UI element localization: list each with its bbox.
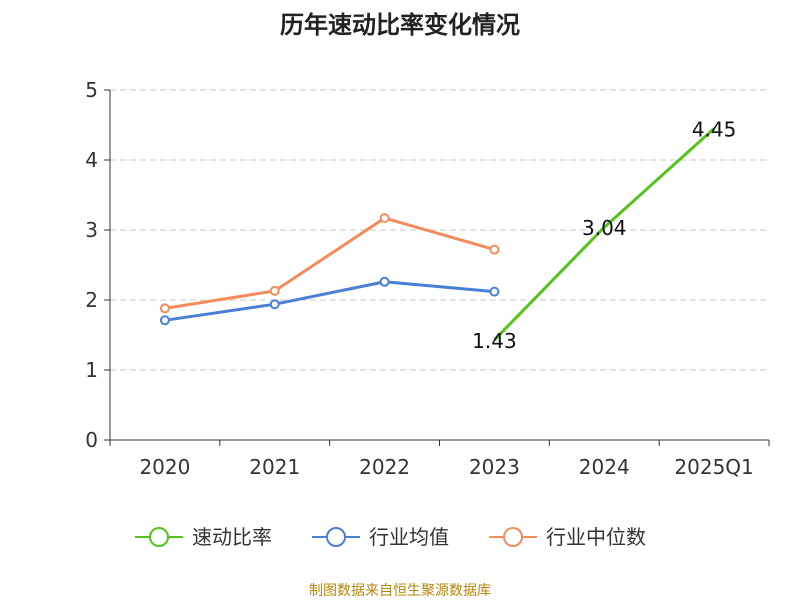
x-tick-label-2025Q1: 2025Q1: [674, 455, 753, 479]
y-tick-label-3: 3: [85, 218, 98, 242]
legend-label-1: 行业均值: [369, 525, 449, 549]
x-tick-label-2024: 2024: [579, 455, 630, 479]
data-point-2-2020[interactable]: [159, 303, 170, 314]
data-point-1-2022[interactable]: [379, 276, 390, 287]
x-tick-label-2023: 2023: [469, 455, 520, 479]
x-tick-label-2022: 2022: [359, 455, 410, 479]
axes: 0 1 2 3 4 5 2020 2021 2022 2023 2024 2025Q1: [85, 78, 770, 479]
data-label-2023: 1.43: [472, 329, 517, 353]
chart-title: 历年速动比率变化情况: [280, 11, 520, 39]
legend-marker-2: [503, 527, 523, 547]
y-tick-label-2: 2: [85, 288, 98, 312]
grid: [110, 89, 769, 371]
legend-label-0: 速动比率: [192, 525, 272, 549]
legend-item-1[interactable]: 行业均值: [312, 525, 449, 549]
legend-item-0[interactable]: 速动比率: [135, 525, 272, 549]
data-point-2-2023[interactable]: [489, 244, 500, 255]
series-line-1[interactable]: [164, 280, 495, 322]
legend-marker-0: [149, 527, 169, 547]
y-tick-label-0: 0: [85, 428, 98, 452]
data-point-2-2021[interactable]: [269, 285, 280, 296]
data-labels: 1.43 3.04 4.45: [472, 118, 736, 353]
x-tick-label-2021: 2021: [249, 455, 300, 479]
legend-label-2: 行业中位数: [546, 525, 646, 549]
legend-item-2[interactable]: 行业中位数: [489, 525, 646, 549]
data-label-2025Q1: 4.45: [692, 118, 737, 142]
data-point-1-2023[interactable]: [489, 286, 500, 297]
x-tick-label-2020: 2020: [139, 455, 190, 479]
y-tick-label-1: 1: [85, 358, 98, 382]
data-point-1-2021[interactable]: [269, 299, 280, 310]
y-tick-label-4: 4: [85, 148, 98, 172]
y-tick-label-5: 5: [85, 78, 98, 102]
data-point-1-2020[interactable]: [159, 315, 170, 326]
series-layer: [159, 127, 716, 341]
data-label-2024: 3.04: [582, 216, 627, 240]
source-note: 制图数据来自恒生聚源数据库: [309, 583, 491, 599]
legend-marker-1: [326, 527, 346, 547]
series-line-2[interactable]: [164, 216, 495, 310]
series-line-0[interactable]: [493, 127, 716, 341]
data-point-2-2022[interactable]: [379, 213, 390, 224]
legend[interactable]: 速动比率 行业均值 行业中位数: [135, 525, 646, 549]
